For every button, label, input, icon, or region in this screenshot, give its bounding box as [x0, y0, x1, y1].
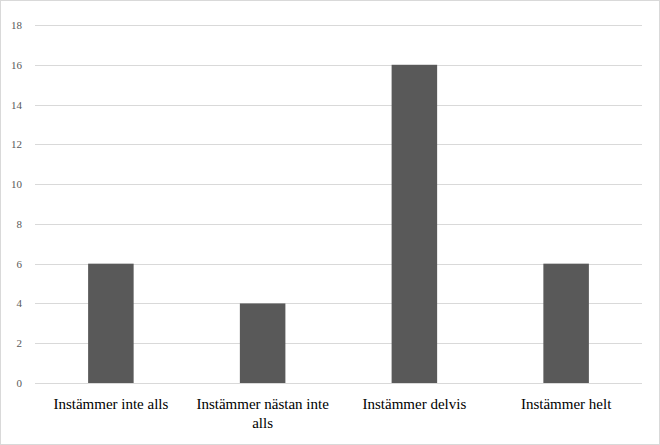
- grid-line: [35, 184, 642, 185]
- bars: [88, 65, 589, 383]
- grid-line: [35, 105, 642, 106]
- grid-line: [35, 25, 642, 26]
- chart-frame: [1, 1, 660, 445]
- y-tick-label: 4: [17, 297, 23, 309]
- grid-line: [35, 383, 642, 384]
- x-tick-label: Instämmer nästan intealls: [196, 396, 329, 431]
- x-tick-label: Instämmer inte alls: [53, 396, 168, 412]
- grid-line: [35, 65, 642, 66]
- y-tick-label: 8: [17, 218, 23, 230]
- y-tick-label: 10: [11, 178, 23, 190]
- y-tick-label: 14: [11, 99, 23, 111]
- x-tick-label: Instämmer delvis: [363, 396, 467, 412]
- chart: 0 2 4 6 8 10 12 14 16 18 Instämmer inte alls Instäm…: [0, 0, 660, 445]
- y-tick-label: 0: [17, 377, 23, 389]
- y-tick-label: 6: [17, 258, 23, 270]
- bar: [240, 303, 286, 383]
- bar: [392, 65, 438, 383]
- x-tick-label: Instämmer helt: [521, 396, 612, 412]
- grid-line: [35, 224, 642, 225]
- x-axis-line: [35, 383, 642, 384]
- y-tick-label: 2: [17, 337, 23, 349]
- y-tick-label: 16: [11, 59, 23, 71]
- bar: [88, 264, 134, 383]
- bar: [543, 264, 589, 383]
- y-tick-label: 12: [11, 138, 22, 150]
- grid-line: [35, 144, 642, 145]
- y-tick-label: 18: [11, 19, 23, 31]
